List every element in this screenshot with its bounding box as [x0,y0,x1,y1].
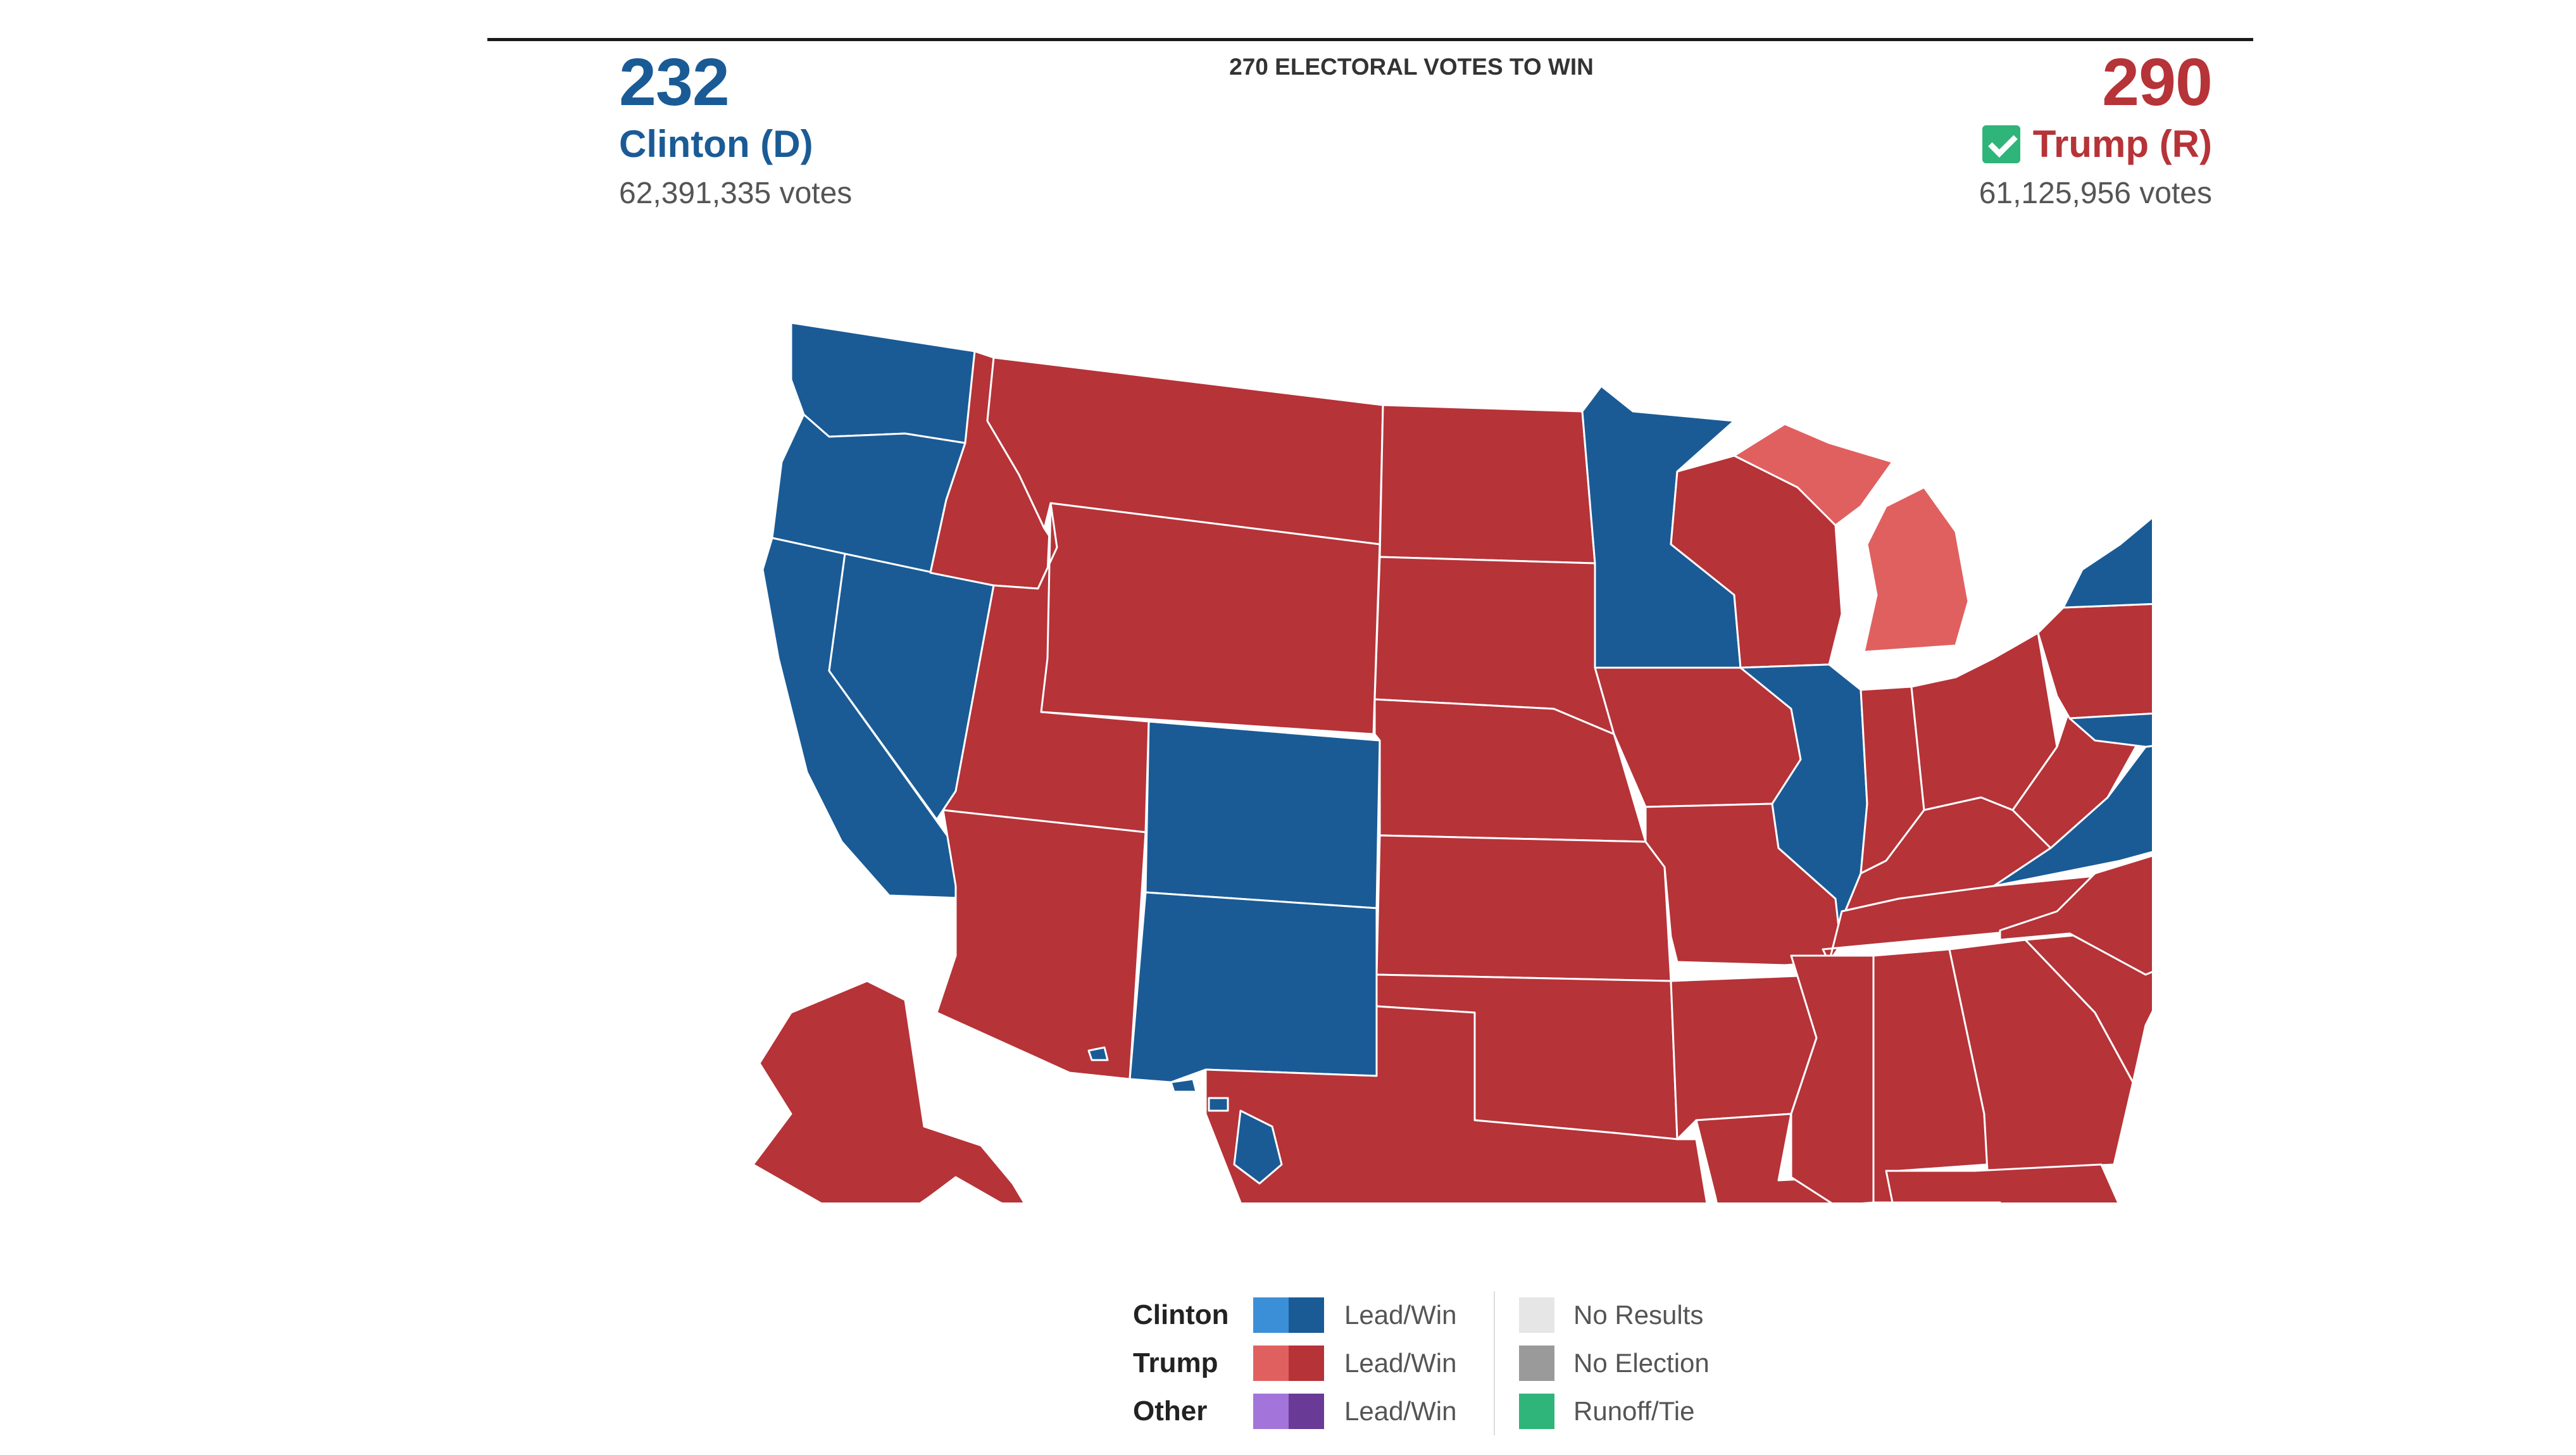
state-NY[interactable] [2062,437,2152,639]
state-WA[interactable] [790,322,976,444]
top-rule [487,38,2253,41]
trump-electoral-votes: 290 [2102,45,2213,120]
legend-status-list: No Results No Election Runoff/Tie [1519,1291,1710,1435]
state-NC[interactable] [1999,823,2152,976]
legend-row-clinton: Clinton Lead/Win [1133,1291,1471,1339]
state-AZ[interactable] [935,809,1147,1080]
state-AK[interactable] [752,980,1032,1202]
state-TX[interactable] [1204,1005,1715,1202]
clinton-electoral-votes: 232 [619,45,730,120]
legend-row-no-results: No Results [1519,1291,1710,1339]
legend-swatch-win [1289,1394,1324,1429]
legend-swatch-win [1289,1346,1324,1381]
legend-status-label: Runoff/Tie [1573,1396,1695,1426]
state-HI[interactable] [1087,1046,1283,1185]
state-MI[interactable] [1733,423,1970,653]
state-NM[interactable] [1129,891,1378,1083]
legend-swatch-no-election [1519,1346,1554,1381]
state-KS[interactable] [1375,834,1672,982]
trump-name-label: Trump (R) [2032,122,2212,165]
legend-divider [1494,1291,1495,1435]
legend-lead-win-label: Lead/Win [1344,1300,1457,1330]
legend-row-other: Other Lead/Win [1133,1387,1471,1435]
trump-name: Trump (R) [1979,122,2212,167]
state-FL[interactable] [1885,1163,2152,1202]
us-electoral-map [752,322,2152,1202]
win-threshold-label: 270 ELECTORAL VOTES TO WIN [1229,54,1594,80]
state-CO[interactable] [1144,720,1381,909]
legend-status-label: No Election [1573,1348,1710,1378]
legend-row-runoff-tie: Runoff/Tie [1519,1387,1710,1435]
legend-row-no-election: No Election [1519,1339,1710,1387]
candidate-trump: 290 Trump (R) 61,125,956 votes [1979,44,2213,211]
legend-lead-win-label: Lead/Win [1344,1348,1457,1378]
legend-swatch-win [1289,1297,1324,1333]
legend-candidate: Trump [1133,1347,1218,1378]
state-IL[interactable] [1739,663,1868,928]
clinton-name-label: Clinton (D) [619,122,813,165]
candidate-clinton: 232 Clinton (D) 62,391,335 votes [619,44,852,211]
winner-check-icon [1982,125,2020,163]
legend-candidate: Clinton [1133,1299,1229,1330]
clinton-popular-votes: 62,391,335 votes [619,176,853,210]
legend-swatch-lead [1253,1346,1289,1381]
state-MD[interactable] [2068,709,2152,759]
legend-swatch-lead [1253,1297,1289,1333]
legend-status-label: No Results [1573,1300,1704,1330]
clinton-name: Clinton (D) [619,122,852,167]
legend-lead-win-label: Lead/Win [1344,1396,1457,1426]
legend-swatch-lead [1253,1394,1289,1429]
legend-swatch-no-results [1519,1297,1554,1333]
state-MT[interactable] [986,356,1384,546]
state-ND[interactable] [1379,404,1596,565]
map-legend: Clinton Lead/Win Trump Lead/Win Other Le… [1133,1291,1710,1435]
legend-row-trump: Trump Lead/Win [1133,1339,1471,1387]
trump-popular-votes: 61,125,956 votes [1979,176,2212,210]
legend-candidate: Other [1133,1396,1208,1427]
state-MS[interactable] [1790,954,1875,1202]
state-WY[interactable] [1040,502,1381,735]
state-PA[interactable] [2037,601,2152,720]
legend-swatch-runoff-tie [1519,1394,1554,1429]
